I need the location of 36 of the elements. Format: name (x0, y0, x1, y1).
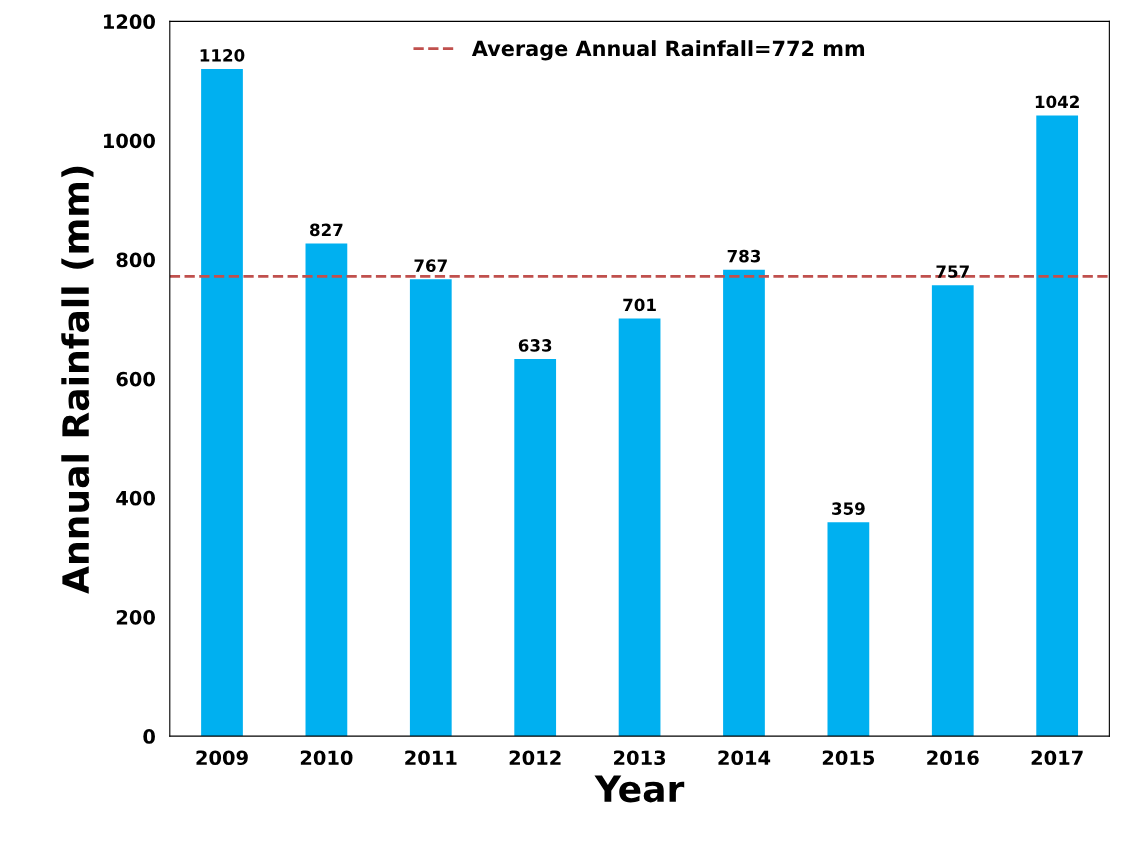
data-label: 827 (310, 223, 343, 237)
y-tick-label: 200 (116, 609, 155, 625)
bar (201, 69, 243, 737)
data-label: 701 (623, 298, 656, 312)
x-tick-label: 2017 (1031, 750, 1083, 766)
bar (305, 243, 348, 737)
y-tick-label: 1200 (103, 14, 155, 30)
x-tick-label: 2011 (405, 750, 457, 766)
x-tick-label: 2010 (300, 750, 353, 766)
y-tick-label: 0 (143, 729, 155, 744)
bar (409, 279, 452, 737)
data-label: 359 (832, 502, 865, 515)
data-label: 633 (518, 339, 552, 352)
bar (827, 522, 870, 737)
bar (931, 285, 974, 737)
x-axis-title: Year (594, 775, 685, 803)
x-tick-label: 2009 (196, 750, 248, 766)
bar (1036, 115, 1079, 737)
bar (514, 359, 557, 737)
y-tick-label: 1000 (103, 133, 155, 149)
bar (723, 269, 765, 737)
x-tick-label: 2012 (509, 750, 561, 766)
x-tick-label: 2014 (718, 750, 771, 766)
x-tick-label: 2013 (614, 750, 666, 766)
bar (618, 318, 661, 737)
data-label: 767 (414, 259, 447, 272)
y-tick-label: 400 (116, 490, 155, 506)
data-label: 1120 (200, 49, 245, 62)
legend-label: Average Annual Rainfall=772 mm (471, 40, 865, 61)
y-tick-label: 800 (116, 252, 155, 268)
x-tick-label: 2015 (822, 750, 875, 766)
x-tick-label: 2016 (927, 750, 979, 766)
y-axis-title: Annual Rainfall (mm) (61, 166, 94, 594)
data-label: 783 (727, 249, 761, 263)
y-tick-label: 600 (116, 371, 155, 387)
data-label: 1042 (1035, 95, 1079, 109)
